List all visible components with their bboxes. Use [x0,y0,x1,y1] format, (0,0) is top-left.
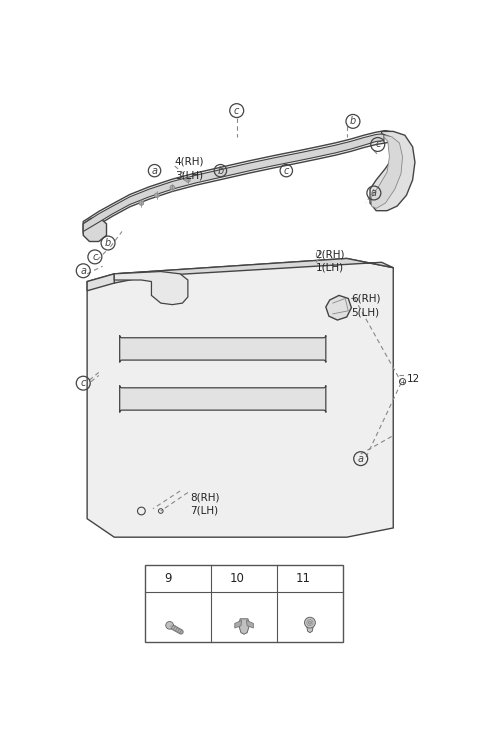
Polygon shape [370,131,415,211]
FancyBboxPatch shape [120,386,326,413]
Polygon shape [306,623,314,633]
Circle shape [155,193,159,197]
Text: 12: 12 [407,374,420,384]
Text: b: b [217,165,224,176]
Circle shape [186,177,190,183]
Text: 10: 10 [230,572,245,585]
Circle shape [308,621,312,624]
Bar [145,565,343,642]
Text: a: a [371,188,377,198]
Polygon shape [372,135,403,209]
Text: b: b [350,116,356,126]
Polygon shape [83,131,398,234]
Text: a: a [358,453,364,464]
Text: 8(RH)
7(LH): 8(RH) 7(LH) [190,493,220,516]
Circle shape [170,186,175,190]
Circle shape [304,617,315,628]
Polygon shape [87,258,393,537]
Text: c: c [375,139,381,149]
Polygon shape [114,272,188,305]
Polygon shape [83,134,384,232]
Text: 6(RH)
5(LH): 6(RH) 5(LH) [351,294,381,317]
Polygon shape [326,295,351,320]
Polygon shape [246,620,253,628]
Text: c: c [81,378,86,388]
Text: a: a [152,165,157,176]
Text: 11: 11 [296,572,311,585]
Text: c: c [234,105,240,116]
Polygon shape [83,218,107,241]
Text: c: c [284,165,289,176]
Polygon shape [87,274,114,291]
Polygon shape [235,620,242,628]
Circle shape [166,622,173,629]
Circle shape [139,200,144,206]
Text: 2(RH)
1(LH): 2(RH) 1(LH) [316,249,345,272]
Text: b: b [105,238,111,248]
Text: 9: 9 [164,572,171,585]
Text: 4(RH)
3(LH): 4(RH) 3(LH) [175,157,204,180]
Text: a: a [80,266,86,276]
Polygon shape [114,258,393,283]
FancyBboxPatch shape [120,335,326,362]
Text: c: c [92,252,97,262]
Polygon shape [239,619,250,634]
